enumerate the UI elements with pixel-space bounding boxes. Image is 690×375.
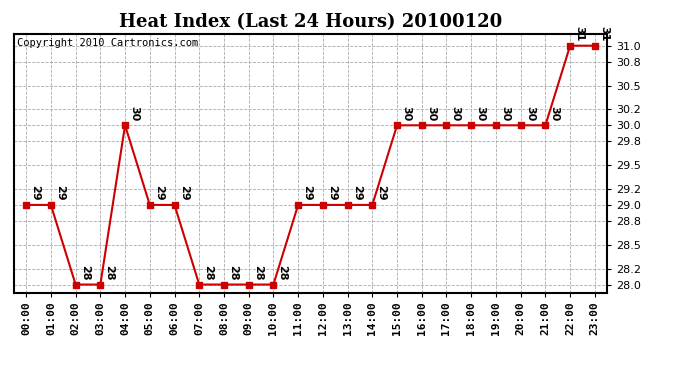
- Text: 30: 30: [525, 106, 535, 121]
- Text: 29: 29: [154, 185, 164, 201]
- Text: 30: 30: [549, 106, 560, 121]
- Title: Heat Index (Last 24 Hours) 20100120: Heat Index (Last 24 Hours) 20100120: [119, 13, 502, 31]
- Text: Copyright 2010 Cartronics.com: Copyright 2010 Cartronics.com: [17, 38, 198, 48]
- Text: 31: 31: [599, 26, 609, 42]
- Text: 28: 28: [204, 265, 213, 280]
- Text: 31: 31: [574, 26, 584, 42]
- Text: 29: 29: [179, 185, 188, 201]
- Text: 30: 30: [426, 106, 436, 121]
- Text: 29: 29: [302, 185, 313, 201]
- Text: 29: 29: [352, 185, 362, 201]
- Text: 28: 28: [80, 265, 90, 280]
- Text: 29: 29: [327, 185, 337, 201]
- Text: 30: 30: [475, 106, 485, 121]
- Text: 29: 29: [377, 185, 386, 201]
- Text: 30: 30: [451, 106, 461, 121]
- Text: 28: 28: [228, 265, 238, 280]
- Text: 30: 30: [500, 106, 510, 121]
- Text: 28: 28: [104, 265, 115, 280]
- Text: 29: 29: [30, 185, 40, 201]
- Text: 30: 30: [129, 106, 139, 121]
- Text: 30: 30: [401, 106, 411, 121]
- Text: 29: 29: [55, 185, 65, 201]
- Text: 28: 28: [253, 265, 263, 280]
- Text: 28: 28: [277, 265, 288, 280]
